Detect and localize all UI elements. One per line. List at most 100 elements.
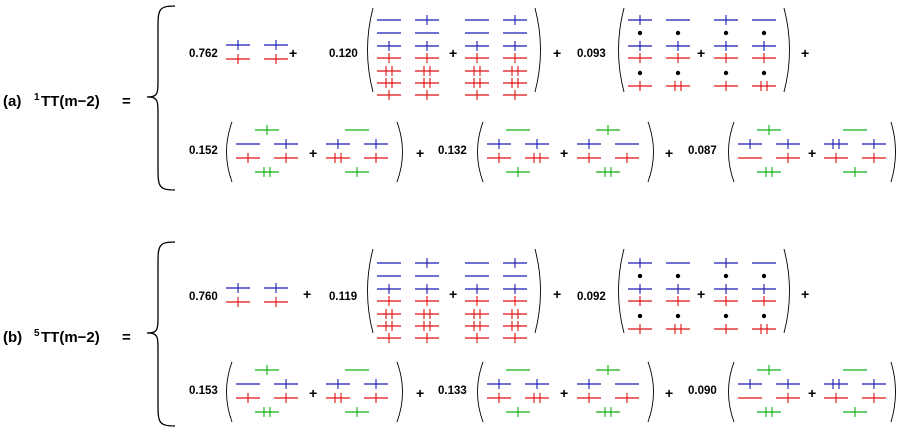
config-dotted (628, 258, 690, 334)
coefficient: 0.760 (189, 291, 218, 303)
left-bracket (618, 7, 625, 93)
config-tall (465, 15, 527, 100)
coefficient: 0.133 (438, 385, 467, 397)
section-a-prefix: (a) (3, 93, 21, 110)
config-tall (377, 15, 439, 100)
plus-sign: + (801, 45, 809, 61)
config-simple (226, 40, 288, 64)
electron-dot (637, 273, 643, 279)
right-bracket (647, 121, 654, 183)
right-bracket (783, 248, 790, 334)
coefficient: 0.120 (329, 48, 358, 60)
electron-dot (723, 30, 729, 36)
coefficient: 0.762 (189, 48, 218, 60)
config-tall (465, 258, 527, 343)
left-bracket (367, 7, 374, 93)
section-b-equals: = (122, 329, 131, 346)
section-a-brace (146, 5, 176, 191)
right-bracket (396, 121, 403, 183)
plus-sign: + (560, 385, 568, 401)
left-bracket (477, 121, 484, 183)
config-dotted (714, 258, 776, 334)
plus-sign: + (449, 45, 457, 61)
config-tall (377, 258, 439, 343)
coefficient: 0.090 (688, 385, 717, 397)
config-green (487, 129, 549, 177)
term-b2-1: 0.153 + (189, 361, 403, 423)
config-green (738, 365, 800, 417)
left-bracket (728, 121, 735, 183)
plus-sign: + (697, 45, 705, 61)
plus-sign: + (553, 286, 561, 302)
plus-sign: + (553, 45, 561, 61)
plus-sign: + (697, 286, 705, 302)
right-bracket (783, 7, 790, 93)
right-bracket (534, 248, 541, 334)
term-a2-3: 0.087 + (688, 121, 896, 183)
section-b-spin-superscript: 5 (34, 328, 40, 339)
electron-dot (637, 70, 643, 76)
term-b1-2: 0.119 + (329, 248, 541, 343)
config-dotted (628, 15, 690, 91)
plus-sign: + (560, 145, 568, 161)
left-bracket (226, 361, 233, 423)
coefficient: 0.093 (577, 48, 606, 60)
electron-dot (637, 313, 643, 319)
term-b2-2: 0.133 + (438, 361, 654, 423)
electron-dot (761, 70, 767, 76)
config-green (326, 369, 388, 417)
config-green (236, 365, 298, 417)
electron-dot (675, 30, 681, 36)
plus-sign: + (801, 286, 809, 302)
plus-sign: + (665, 145, 673, 161)
electron-dot (723, 273, 729, 279)
term-a1-3: 0.093 + (577, 7, 790, 93)
config-green (824, 369, 886, 417)
section-a-spin-superscript: 1 (34, 92, 40, 103)
right-bracket (396, 361, 403, 423)
coefficient: 0.092 (577, 291, 606, 303)
config-green (738, 125, 800, 177)
plus-sign: + (309, 145, 317, 161)
config-dotted (714, 15, 776, 91)
left-bracket (226, 121, 233, 183)
right-bracket (890, 361, 896, 423)
right-bracket (534, 7, 541, 93)
plus-sign: + (808, 145, 816, 161)
right-bracket (647, 361, 654, 423)
electron-dot (761, 30, 767, 36)
term-a2-1: 0.152 + (189, 121, 403, 183)
plus-sign: + (449, 286, 457, 302)
plus-sign: + (416, 145, 424, 161)
electron-dot (761, 273, 767, 279)
term-a1-1: 0.762 (189, 40, 288, 64)
config-green (487, 369, 549, 417)
section-a-label: (a) 1 TT(m−2) = (3, 92, 131, 110)
left-bracket (728, 361, 735, 423)
coefficient: 0.132 (438, 145, 467, 157)
coefficient: 0.152 (189, 145, 218, 157)
config-green (577, 365, 639, 417)
coefficient: 0.119 (329, 291, 357, 303)
coefficient: 0.153 (189, 385, 218, 397)
plus-sign: + (303, 286, 311, 302)
config-green (577, 125, 639, 177)
config-green (326, 129, 388, 177)
electron-dot (723, 70, 729, 76)
term-b1-3: 0.092 + (577, 248, 790, 334)
left-bracket (477, 361, 484, 423)
electron-dot (675, 273, 681, 279)
plus-sign: + (416, 385, 424, 401)
electron-dot (637, 30, 643, 36)
section-a-equals: = (122, 93, 131, 110)
term-b2-3: 0.090 + (688, 361, 896, 423)
term-b1-1: 0.760 (189, 283, 288, 307)
section-b-prefix: (b) (3, 329, 22, 346)
section-a-state-name: TT(m−2) (41, 93, 100, 110)
coefficient: 0.087 (688, 145, 717, 157)
section-b-brace (146, 241, 176, 427)
term-a2-2: 0.132 + (438, 121, 654, 183)
section-b-state-name: TT(m−2) (41, 329, 100, 346)
config-simple (226, 283, 288, 307)
